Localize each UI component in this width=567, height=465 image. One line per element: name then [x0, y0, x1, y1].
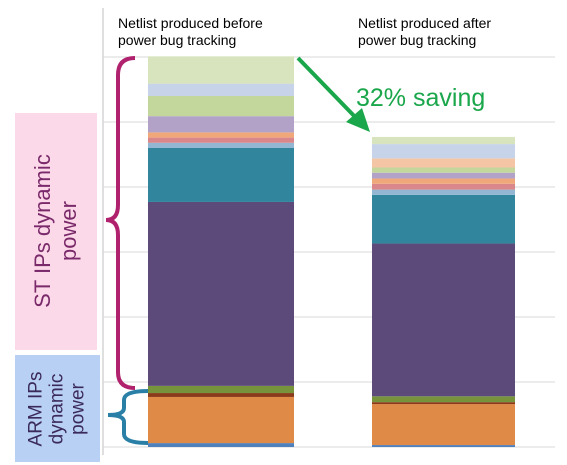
- bar-segment: [148, 385, 294, 394]
- bar-segment: [148, 116, 294, 133]
- bar-segment: [148, 137, 294, 143]
- bar-segment: [148, 396, 294, 444]
- bar-segment: [148, 201, 294, 386]
- bar-segment: [148, 96, 294, 117]
- bar-segment: [148, 393, 294, 397]
- bar-segment: [372, 144, 515, 159]
- bar-segment: [372, 402, 515, 405]
- bar-segment: [372, 178, 515, 184]
- bar-segment: [372, 167, 515, 173]
- plot: [103, 56, 555, 448]
- bar-segment: [372, 158, 515, 168]
- arm-box: [15, 355, 100, 462]
- category-label: Netlist produced before power bug tracki…: [118, 15, 263, 48]
- bar-segment: [372, 136, 515, 145]
- bar-segment: [148, 443, 294, 447]
- bar-segment: [372, 445, 515, 447]
- arrow-head: [346, 108, 370, 132]
- bar-segment: [148, 83, 294, 96]
- bar-segment: [148, 148, 294, 202]
- bar-segment: [148, 132, 294, 138]
- bar-segment: [372, 194, 515, 244]
- category-label: Netlist produced after power bug trackin…: [358, 15, 492, 48]
- arm-brace: [107, 389, 149, 445]
- bar-segment: [372, 172, 515, 179]
- st-brace: [105, 56, 136, 390]
- arrow-shaft: [296, 56, 362, 124]
- bar-segment: [372, 243, 515, 397]
- saving-annotation: 32% saving: [356, 84, 485, 112]
- bar-segment: [372, 396, 515, 403]
- st-box: [15, 113, 97, 350]
- bar-segment: [148, 142, 294, 148]
- bar-segment: [372, 183, 515, 190]
- bar-segment: [372, 404, 515, 446]
- bar-segment: [372, 189, 515, 195]
- bar-segment: [148, 56, 294, 84]
